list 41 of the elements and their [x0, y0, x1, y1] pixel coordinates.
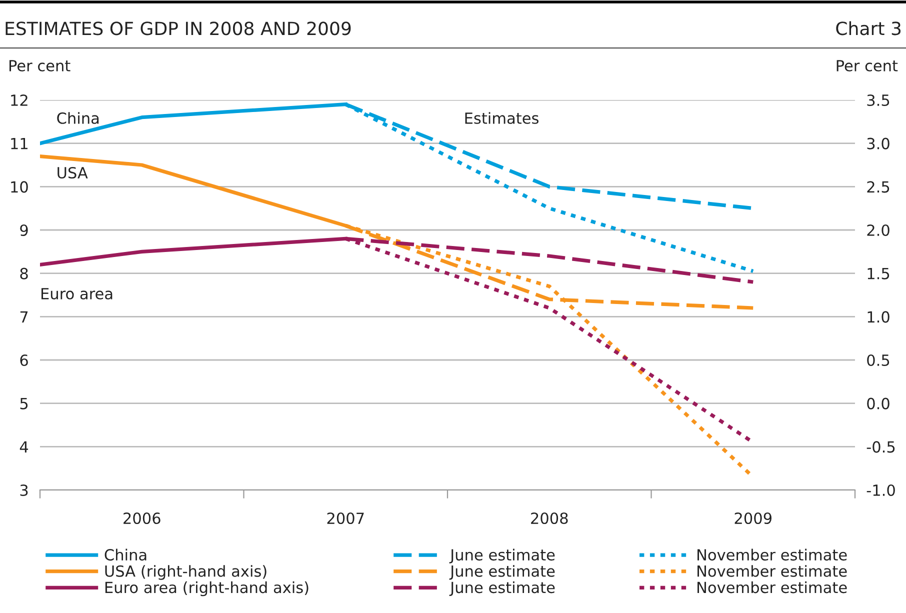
annotation: Estimates [465, 112, 538, 124]
legend-label: November estimate [698, 581, 847, 594]
legend-label: November estimate [698, 548, 847, 561]
y-tick-label: 9 [20, 224, 28, 236]
y-tick-label: 5 [20, 398, 28, 410]
x-tick-label: 2007 [327, 512, 364, 524]
y2-tick-label: -1.0 [866, 484, 895, 496]
y2-tick-label: 1.5 [868, 268, 890, 280]
annotation: Euro area [42, 288, 112, 300]
legend-label: Euro area (right-hand axis) [105, 581, 308, 596]
y-axis-title: Per cent [10, 60, 70, 72]
y-tick-label: 11 [11, 138, 28, 150]
y2-tick-label: 3.0 [867, 138, 890, 150]
y-tick-label: 4 [20, 441, 28, 452]
y2-tick-label: 0.5 [867, 354, 890, 366]
legend-label: China [104, 548, 146, 561]
y2-tick-label: 2.0 [867, 224, 890, 236]
legend-label: USA (right-hand axis) [105, 565, 266, 580]
annotation: China [57, 112, 99, 124]
chart-title: ESTIMATES OF GDP IN 2008 AND 2009 [6, 22, 351, 36]
x-tick-label: 2006 [124, 512, 160, 524]
y2-tick-label: -0.5 [866, 441, 895, 453]
y-tick-label: 12 [11, 94, 28, 106]
x-tick-label: 2008 [531, 512, 568, 524]
y2-tick-label: 0.0 [867, 398, 890, 410]
y2-tick-label: 2.5 [867, 181, 890, 193]
y-tick-label: 8 [20, 268, 28, 280]
legend-label: June estimate [449, 548, 555, 564]
legend-label: November estimate [698, 565, 847, 577]
annotation: USA [58, 166, 88, 179]
x-tick-label: 2009 [734, 512, 772, 524]
y2-axis-title: Per cent [836, 60, 898, 72]
chart-subtitle: Chart 3 [836, 21, 901, 36]
y-tick-label: 3 [20, 484, 28, 496]
y-tick-label: 6 [20, 354, 28, 366]
y-tick-label: 7 [20, 311, 28, 322]
legend-label: June estimate [449, 565, 555, 580]
y2-tick-label: 3.5 [867, 94, 890, 106]
legend-label: June estimate [449, 581, 555, 596]
y2-tick-label: 1.0 [868, 311, 890, 323]
y-tick-label: 10 [11, 181, 28, 193]
